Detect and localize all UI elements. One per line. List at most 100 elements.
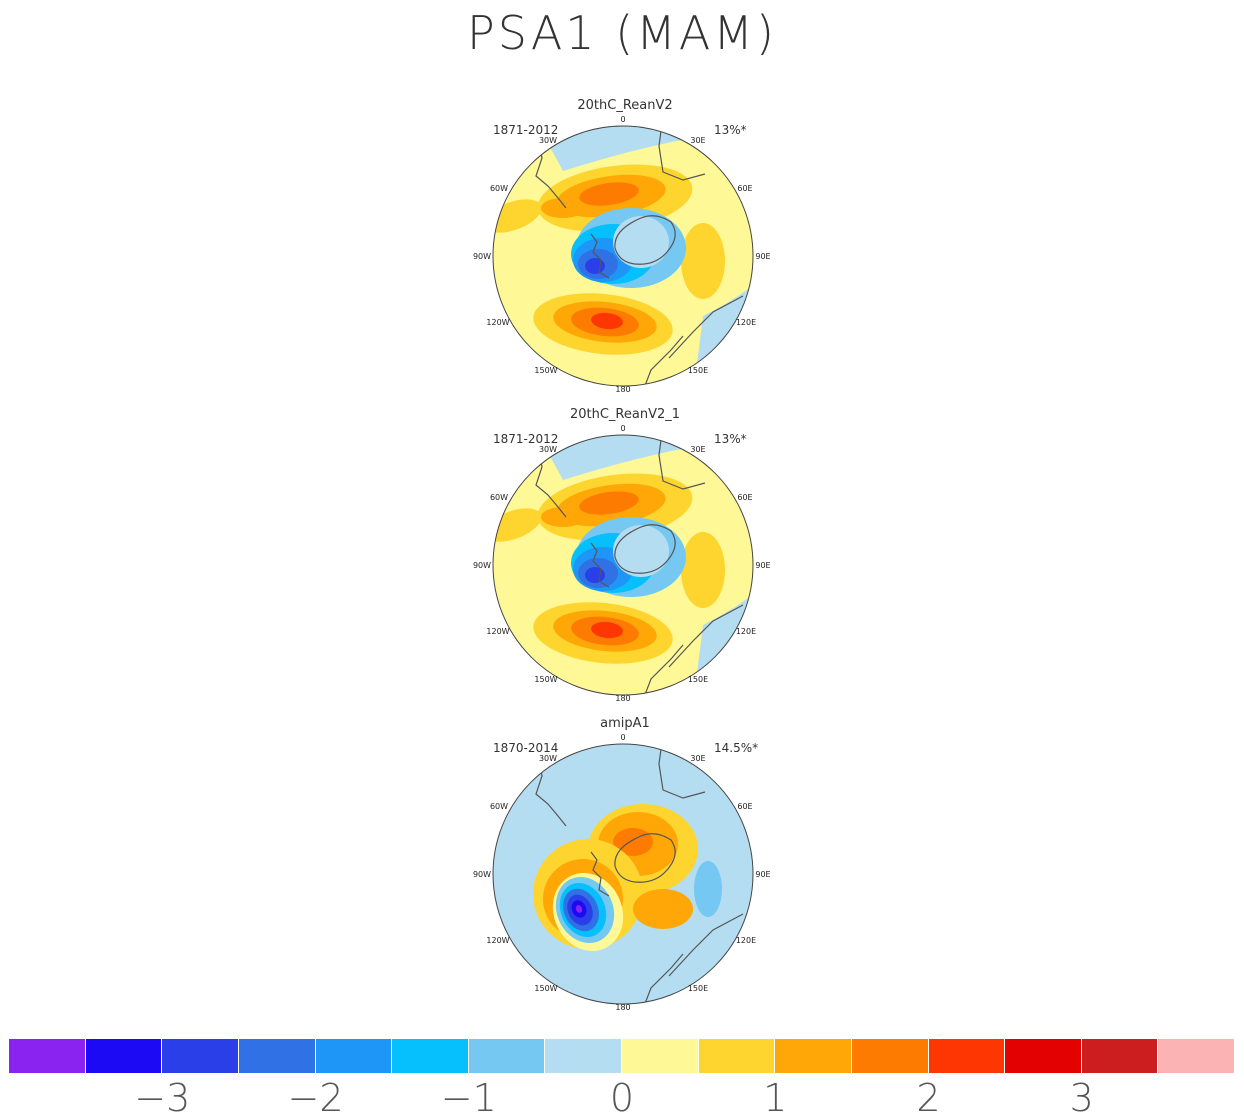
map-boundary: [492, 743, 754, 1005]
longitude-label: 120W: [486, 627, 509, 636]
colorbar-swatch: [238, 1039, 316, 1073]
coastline: [614, 215, 676, 265]
contour-blob: [681, 532, 725, 608]
coastline: [614, 833, 676, 883]
coastline: [640, 953, 684, 1004]
coastline: [658, 435, 706, 490]
longitude-label: 150W: [534, 984, 557, 993]
polar-map: 0 30E 60E 90E 120E 150E 180 150W 120W 90W 60W 30W: [473, 733, 771, 1012]
colorbar-swatch: [545, 1039, 622, 1073]
colorbar-swatch: [9, 1039, 86, 1073]
longitude-label: 120E: [736, 936, 756, 945]
coastline: [640, 335, 684, 386]
coastline: [668, 604, 744, 668]
longitude-label: 150W: [534, 675, 557, 684]
contour-blob: [613, 216, 669, 268]
longitude-label: 30E: [690, 754, 705, 763]
longitude-label: 0: [620, 424, 625, 433]
map-panel: amipA1 1870-2014 14.5%* 0 30E 60E 90E 120E 150E 1…: [470, 716, 780, 1016]
longitude-label: 90W: [473, 252, 491, 261]
longitude-label: 60E: [737, 184, 752, 193]
longitude-label: 120W: [486, 318, 509, 327]
contour-blob: [681, 223, 725, 299]
map-boundary: [492, 434, 754, 696]
longitude-label: 180: [615, 1003, 630, 1012]
colorbar-swatch: [1081, 1039, 1159, 1073]
longitude-label: 0: [620, 733, 625, 742]
coastline: [668, 295, 744, 359]
contour-blob: [633, 889, 693, 929]
longitude-label: 30E: [690, 445, 705, 454]
coastline: [614, 524, 676, 574]
panel-period: 1871-2012: [493, 123, 559, 137]
coastline: [658, 744, 706, 799]
contour-blob: [613, 525, 669, 577]
colorbar-swatch: [85, 1039, 163, 1073]
colorbar-swatch: [928, 1039, 1006, 1073]
contour-blob: [537, 758, 609, 806]
panel-title: 20thC_ReanV2: [577, 98, 673, 113]
panel-period: 1871-2012: [493, 432, 559, 446]
longitude-label: 60E: [737, 493, 752, 502]
colorbar-swatch: [698, 1039, 776, 1073]
longitude-label: 30W: [539, 136, 557, 145]
coastline: [668, 913, 744, 977]
longitude-label: 150E: [688, 984, 708, 993]
colorbar-tick-label: 2: [916, 1076, 941, 1120]
longitude-label: 60W: [490, 802, 508, 811]
longitude-label: 60W: [490, 493, 508, 502]
panel-title: amipA1: [600, 716, 650, 731]
polar-map: 0 30E 60E 90E 120E 150E 180 150W 120W 90W 60W 30W: [473, 424, 771, 703]
colorbar-swatch: [851, 1039, 929, 1073]
coastline: [590, 542, 610, 588]
longitude-label: 90W: [473, 561, 491, 570]
longitude-label: 180: [615, 694, 630, 703]
colorbar-tick-label: −3: [134, 1076, 191, 1120]
contour-blob: [591, 312, 623, 330]
colorbar-swatch: [1005, 1039, 1082, 1073]
coastline: [590, 233, 610, 279]
longitude-label: 120E: [736, 318, 756, 327]
longitude-label: 90W: [473, 870, 491, 879]
map-panel: 20thC_ReanV2_1 1871-2012 13%* 0 30E 60E 90E 120…: [470, 407, 780, 707]
contour-blob: [694, 861, 722, 917]
colorbar-swatch: [315, 1039, 393, 1073]
coastline: [658, 126, 706, 181]
panel-variance-percent: 14.5%*: [714, 741, 759, 755]
longitude-label: 30W: [539, 445, 557, 454]
map-boundary: [492, 125, 754, 387]
longitude-label: 150W: [534, 366, 557, 375]
contour-blob: [575, 905, 583, 913]
longitude-label: 30E: [690, 136, 705, 145]
longitude-label: 60W: [490, 184, 508, 193]
panel-title: 20thC_ReanV2_1: [569, 407, 681, 422]
longitude-label: 180: [615, 385, 630, 394]
contour-blob: [585, 258, 605, 274]
colorbar-swatch: [622, 1039, 699, 1073]
longitude-label: 90E: [755, 561, 770, 570]
polar-map: 0 30E 60E 90E 120E 150E 180 150W 120W 90W 60W 30W: [473, 115, 771, 394]
colorbar-swatch: [1158, 1039, 1235, 1073]
longitude-label: 60E: [737, 802, 752, 811]
coastline: [590, 851, 610, 897]
colorbar-tick-label: −2: [287, 1076, 344, 1120]
panel-period: 1870-2014: [493, 741, 559, 755]
longitude-label: 90E: [755, 252, 770, 261]
contour-blob: [591, 621, 623, 639]
contour-blob: [585, 567, 605, 583]
colorbar-swatch: [468, 1039, 546, 1073]
contour-blob: [579, 182, 639, 206]
longitude-label: 0: [620, 115, 625, 124]
longitude-label: 120W: [486, 936, 509, 945]
colorbar-tick-label: 3: [1069, 1076, 1094, 1120]
contour-blob: [541, 198, 585, 218]
contour-blob: [541, 507, 585, 527]
contour-region: [513, 744, 753, 1004]
longitude-label: 150E: [688, 366, 708, 375]
coastline: [640, 644, 684, 695]
colorbar-tick-label: 0: [609, 1076, 635, 1120]
longitude-label: 90E: [755, 870, 770, 879]
longitude-label: 150E: [688, 675, 708, 684]
colorbar: [9, 1039, 1235, 1073]
longitude-label: 120E: [736, 627, 756, 636]
